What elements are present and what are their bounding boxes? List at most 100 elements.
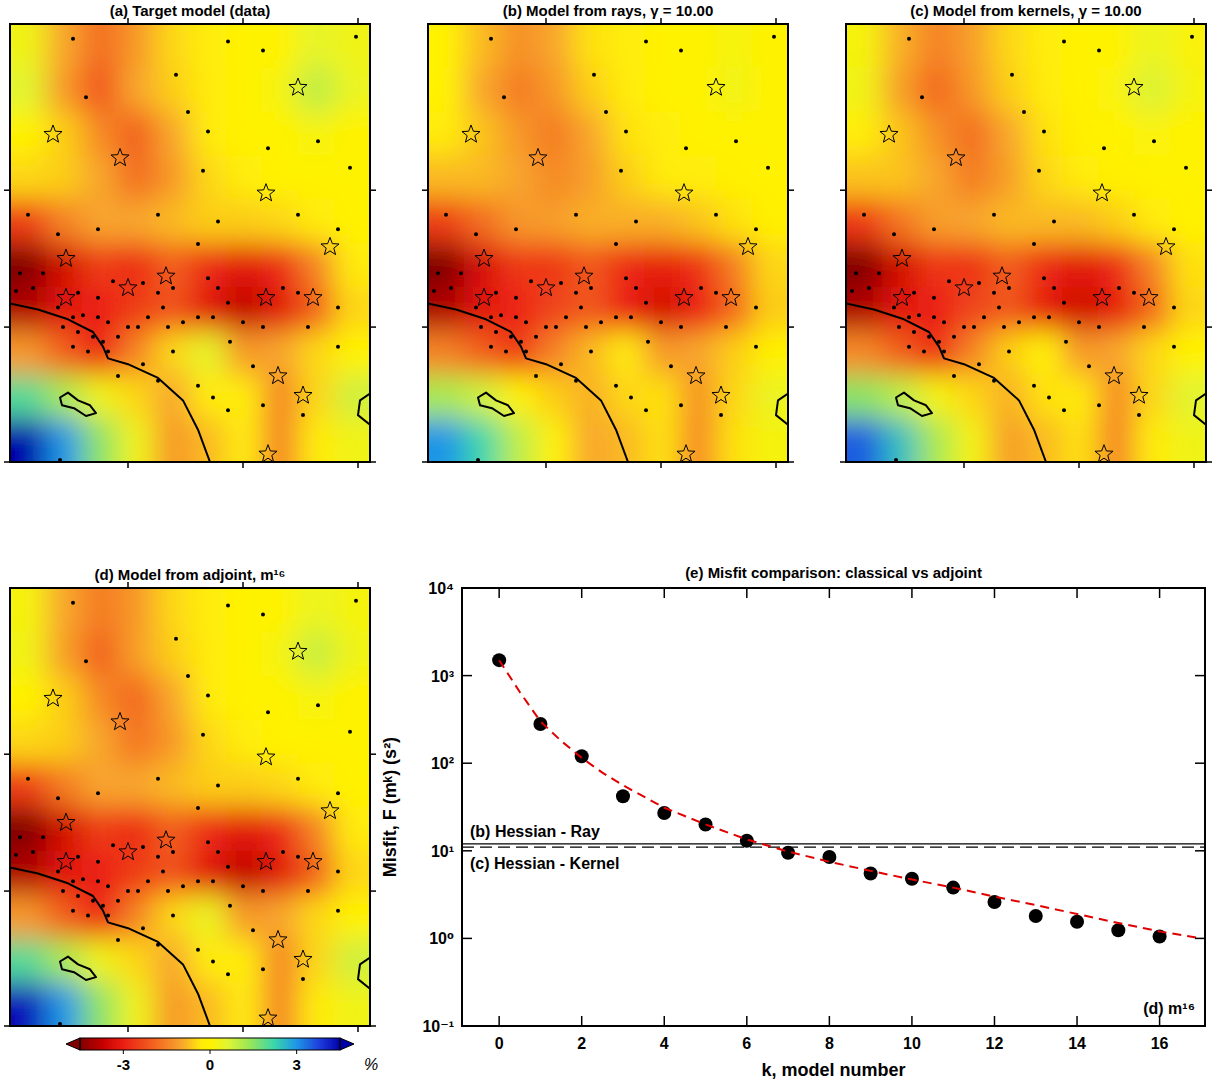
station — [1137, 413, 1141, 417]
heat-cell — [154, 807, 191, 851]
station — [1142, 325, 1146, 329]
tick — [1195, 587, 1205, 589]
source — [57, 288, 75, 305]
heat-cell — [154, 199, 191, 243]
station — [646, 340, 650, 344]
heat-cell — [1134, 199, 1171, 243]
panel-title: (c) Model from kernels, γ = 10.00 — [910, 2, 1141, 19]
station — [1077, 320, 1081, 324]
heat-cell — [190, 895, 227, 939]
source — [893, 249, 911, 266]
station — [136, 325, 140, 329]
station — [161, 870, 165, 874]
station — [251, 364, 255, 368]
heat-cell — [226, 331, 263, 375]
station — [917, 313, 921, 317]
heat-cell — [298, 632, 335, 676]
heat-cell — [334, 588, 370, 632]
heat-cell — [644, 155, 681, 199]
station — [316, 703, 320, 707]
station — [977, 281, 981, 285]
source — [475, 249, 493, 266]
heat-cell — [1026, 374, 1063, 418]
station — [71, 879, 75, 883]
source — [537, 278, 555, 295]
station — [96, 860, 100, 864]
station — [1022, 110, 1026, 114]
station — [972, 325, 976, 329]
source — [880, 125, 898, 142]
heat-cell — [572, 199, 609, 243]
heat-cell — [46, 982, 83, 1026]
tick-label: 0 — [206, 1056, 214, 1073]
heat-cell — [334, 112, 370, 156]
station — [61, 325, 65, 329]
heat-cell — [298, 155, 335, 199]
heat-cell — [752, 418, 788, 462]
tick — [840, 189, 846, 191]
data-point — [616, 789, 630, 803]
heat-cell — [190, 24, 227, 68]
heat-cell — [190, 287, 227, 331]
station — [772, 35, 776, 39]
station — [266, 710, 270, 714]
station — [354, 35, 358, 39]
station — [226, 972, 230, 976]
heat-cell — [226, 588, 263, 632]
heat-cell — [918, 155, 955, 199]
heat-cell — [882, 331, 919, 375]
tick — [422, 461, 428, 463]
heat-cell — [46, 24, 83, 68]
heat-cell — [572, 112, 609, 156]
data-point — [533, 717, 547, 731]
heat-cell — [190, 851, 227, 895]
station — [754, 227, 758, 231]
station — [997, 306, 1001, 310]
tick-label: 10¹ — [431, 843, 454, 860]
heat-cell — [1062, 374, 1099, 418]
station — [196, 384, 200, 388]
tick — [664, 588, 666, 598]
source — [893, 288, 911, 305]
heat-cell — [752, 24, 788, 68]
heat-cell — [464, 155, 501, 199]
heat-cell — [680, 331, 717, 375]
heat-cell — [1170, 68, 1206, 112]
station — [174, 637, 178, 641]
heat-cell — [1098, 199, 1135, 243]
station — [1062, 408, 1066, 412]
heat-cell — [46, 155, 83, 199]
heat-cell — [752, 112, 788, 156]
heat-cell — [500, 199, 537, 243]
tick — [788, 326, 794, 328]
station — [489, 37, 493, 41]
station — [71, 315, 75, 319]
heat-cell — [118, 24, 155, 68]
heat-cell — [46, 243, 83, 287]
tick — [788, 461, 794, 463]
tick — [462, 1025, 472, 1027]
station — [96, 227, 100, 231]
heat-cell — [990, 374, 1027, 418]
tick — [746, 1016, 748, 1026]
station — [174, 73, 178, 77]
station — [927, 335, 931, 339]
heat-cell — [82, 588, 119, 632]
heat-cell — [82, 763, 119, 807]
station — [932, 315, 936, 319]
station — [459, 271, 463, 275]
station — [211, 879, 215, 883]
station — [71, 909, 75, 913]
station — [659, 320, 663, 324]
frame — [462, 588, 1205, 1026]
frame — [846, 24, 1206, 462]
tick-label: -3 — [117, 1056, 130, 1073]
heat-cell — [918, 68, 955, 112]
station — [867, 286, 871, 290]
source — [269, 366, 287, 383]
tick — [127, 18, 129, 24]
heat-cell — [190, 112, 227, 156]
tick — [775, 18, 777, 24]
station — [81, 313, 85, 317]
station — [226, 40, 230, 44]
